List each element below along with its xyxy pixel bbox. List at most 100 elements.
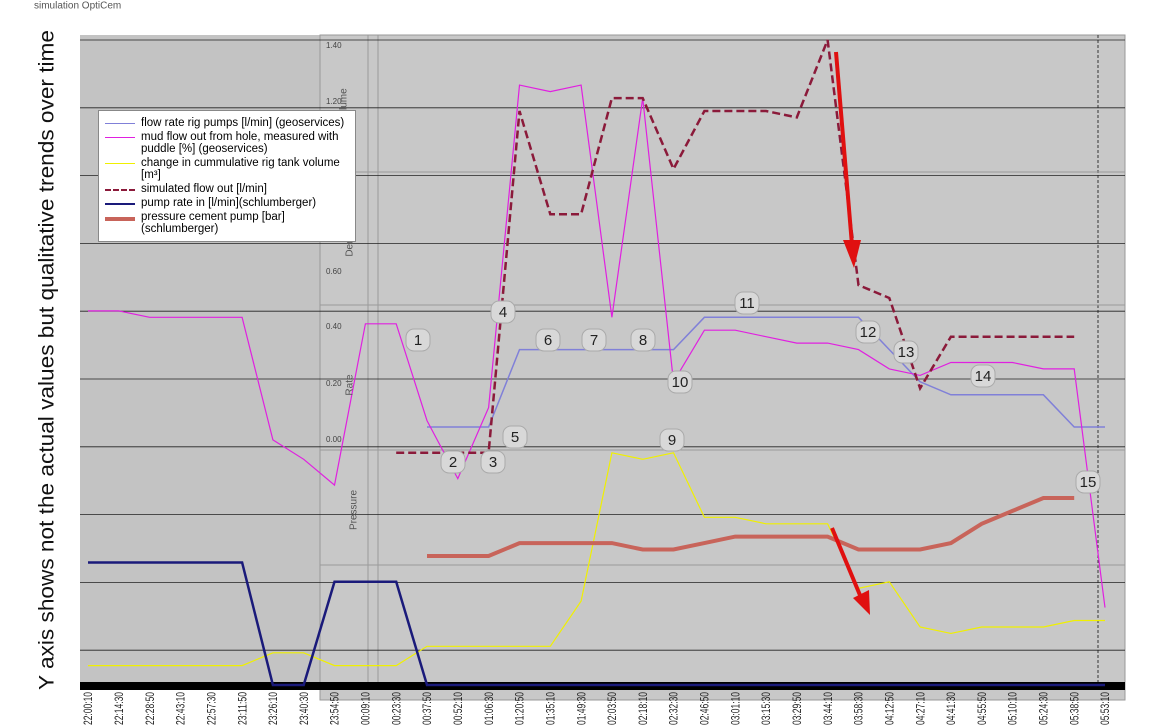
x-tick-label: 02:46:50 — [698, 692, 712, 725]
annotation-box — [1075, 470, 1101, 494]
x-tick-label: 23:26:10 — [266, 692, 280, 725]
series-line — [88, 452, 1105, 667]
x-tick-label: 00:09:10 — [359, 692, 373, 725]
x-tick-label: 03:15:30 — [759, 692, 773, 725]
legend-entry: mud flow out from hole, measured with pu… — [105, 131, 349, 155]
panel-label: Pressure — [349, 490, 360, 530]
x-tick-label: 03:01:10 — [728, 692, 742, 725]
x-tick-label: 02:03:50 — [605, 692, 619, 725]
x-tick-label: 22:57:30 — [204, 692, 218, 725]
legend-swatch — [105, 123, 135, 124]
annotation-box — [405, 328, 431, 352]
x-tick-label: 05:24:30 — [1037, 692, 1051, 725]
annotation: 5 — [511, 429, 519, 446]
legend-swatch — [105, 203, 135, 205]
overlay: VolumeDensityRatePressure1.401.200.600.4… — [326, 41, 1101, 530]
x-tick-label: 04:27:10 — [913, 692, 927, 725]
chart-title: simulation OptiCem — [34, 1, 121, 12]
x-tick-label: 00:23:30 — [389, 692, 403, 725]
arrow — [830, 527, 864, 601]
x-tick-label: 04:55:50 — [975, 692, 989, 725]
legend-entry: simulated flow out [l/min] — [105, 183, 349, 195]
panel-tick-label: 1.40 — [326, 41, 342, 50]
x-tick-label: 03:58:30 — [852, 692, 866, 725]
series-line — [427, 496, 1075, 558]
annotation: 3 — [489, 454, 497, 471]
annotation-box — [490, 300, 516, 324]
annotation: 2 — [449, 454, 457, 471]
x-tick-label: 22:28:50 — [143, 692, 157, 725]
annotation-box — [630, 328, 656, 352]
annotation-box — [480, 450, 506, 474]
x-tick-label: 22:00:10 — [81, 692, 95, 725]
legend-swatch — [105, 137, 135, 138]
x-tick-label: 05:10:10 — [1006, 692, 1020, 725]
arrow-head — [853, 590, 870, 615]
arrow — [834, 51, 854, 246]
panel-tick-label: 0.20 — [326, 379, 342, 388]
series-line — [88, 561, 1105, 687]
legend-entry: pump rate in [l/min](schlumberger) — [105, 197, 349, 209]
x-tick-label: 01:06:30 — [482, 692, 496, 725]
annotation: 9 — [668, 432, 676, 449]
x-tick-label: 00:52:10 — [451, 692, 465, 725]
x-tick-label: 02:32:30 — [667, 692, 681, 725]
panel-tick-label: 0.60 — [326, 267, 342, 276]
x-tick-label: 05:53:10 — [1098, 692, 1112, 725]
annotation-box — [659, 428, 685, 452]
annotation-box — [502, 425, 528, 449]
annotation-box — [440, 450, 466, 474]
x-tick-label: 03:29:50 — [790, 692, 804, 725]
legend-label: pump rate in [l/min](schlumberger) — [141, 197, 317, 209]
x-tick-label: 05:38:50 — [1067, 692, 1081, 725]
annotation: 10 — [672, 374, 689, 391]
annotation: 13 — [898, 344, 915, 361]
panel-tick-label: 1.20 — [326, 97, 342, 106]
legend-label: change in cummulative rig tank volume [m… — [141, 157, 340, 181]
annotation-box — [970, 364, 996, 388]
annotation: 1 — [414, 332, 422, 349]
annotation: 15 — [1080, 474, 1097, 491]
annotation: 8 — [639, 332, 647, 349]
annotation: 6 — [544, 332, 552, 349]
legend-label: flow rate rig pumps [l/min] (geoservices… — [141, 117, 345, 129]
legend-entry: change in cummulative rig tank volume [m… — [105, 157, 349, 181]
legend-entry: flow rate rig pumps [l/min] (geoservices… — [105, 117, 349, 129]
legend-label: simulated flow out [l/min] — [141, 183, 267, 195]
x-tick-label: 01:20:50 — [513, 692, 527, 725]
annotation-box — [667, 370, 693, 394]
x-tick-label: 23:11:50 — [235, 692, 249, 725]
x-tick-label: 00:37:50 — [420, 692, 434, 725]
annotation-box — [734, 291, 760, 315]
annotation: 4 — [499, 304, 507, 321]
legend-entry: pressure cement pump [bar] (schlumberger… — [105, 211, 349, 235]
x-tick-label: 04:41:30 — [944, 692, 958, 725]
arrow-head — [843, 240, 861, 268]
annotation: 12 — [860, 324, 877, 341]
x-tick-label: 04:12:50 — [882, 692, 896, 725]
x-tick-label: 03:44:10 — [821, 692, 835, 725]
annotation-box — [535, 328, 561, 352]
legend-swatch — [105, 163, 135, 164]
annotation: 14 — [975, 368, 992, 385]
panel-label: Rate — [345, 374, 356, 396]
panel-tick-label: 0.00 — [326, 435, 342, 444]
panel-tick-label: 0.40 — [326, 322, 342, 331]
arrows — [830, 51, 870, 615]
x-tick-label: 23:54:50 — [328, 692, 342, 725]
series-line — [88, 84, 1106, 608]
x-tick-label: 01:49:30 — [574, 692, 588, 725]
x-tick-label: 22:43:10 — [174, 692, 188, 725]
legend-label: mud flow out from hole, measured with pu… — [141, 131, 339, 155]
annotation-box — [855, 320, 881, 344]
x-tick-label: 02:18:10 — [636, 692, 650, 725]
inner-panel — [319, 34, 1126, 701]
annotation-box — [893, 340, 919, 364]
legend-swatch — [105, 189, 135, 191]
annotation-box — [581, 328, 607, 352]
legend-label: pressure cement pump [bar] (schlumberger… — [141, 211, 285, 235]
annotation: 11 — [739, 295, 755, 312]
panel-label: Volume — [339, 88, 350, 122]
y-axis-label: Y axis shows not the actual values but q… — [36, 30, 59, 690]
